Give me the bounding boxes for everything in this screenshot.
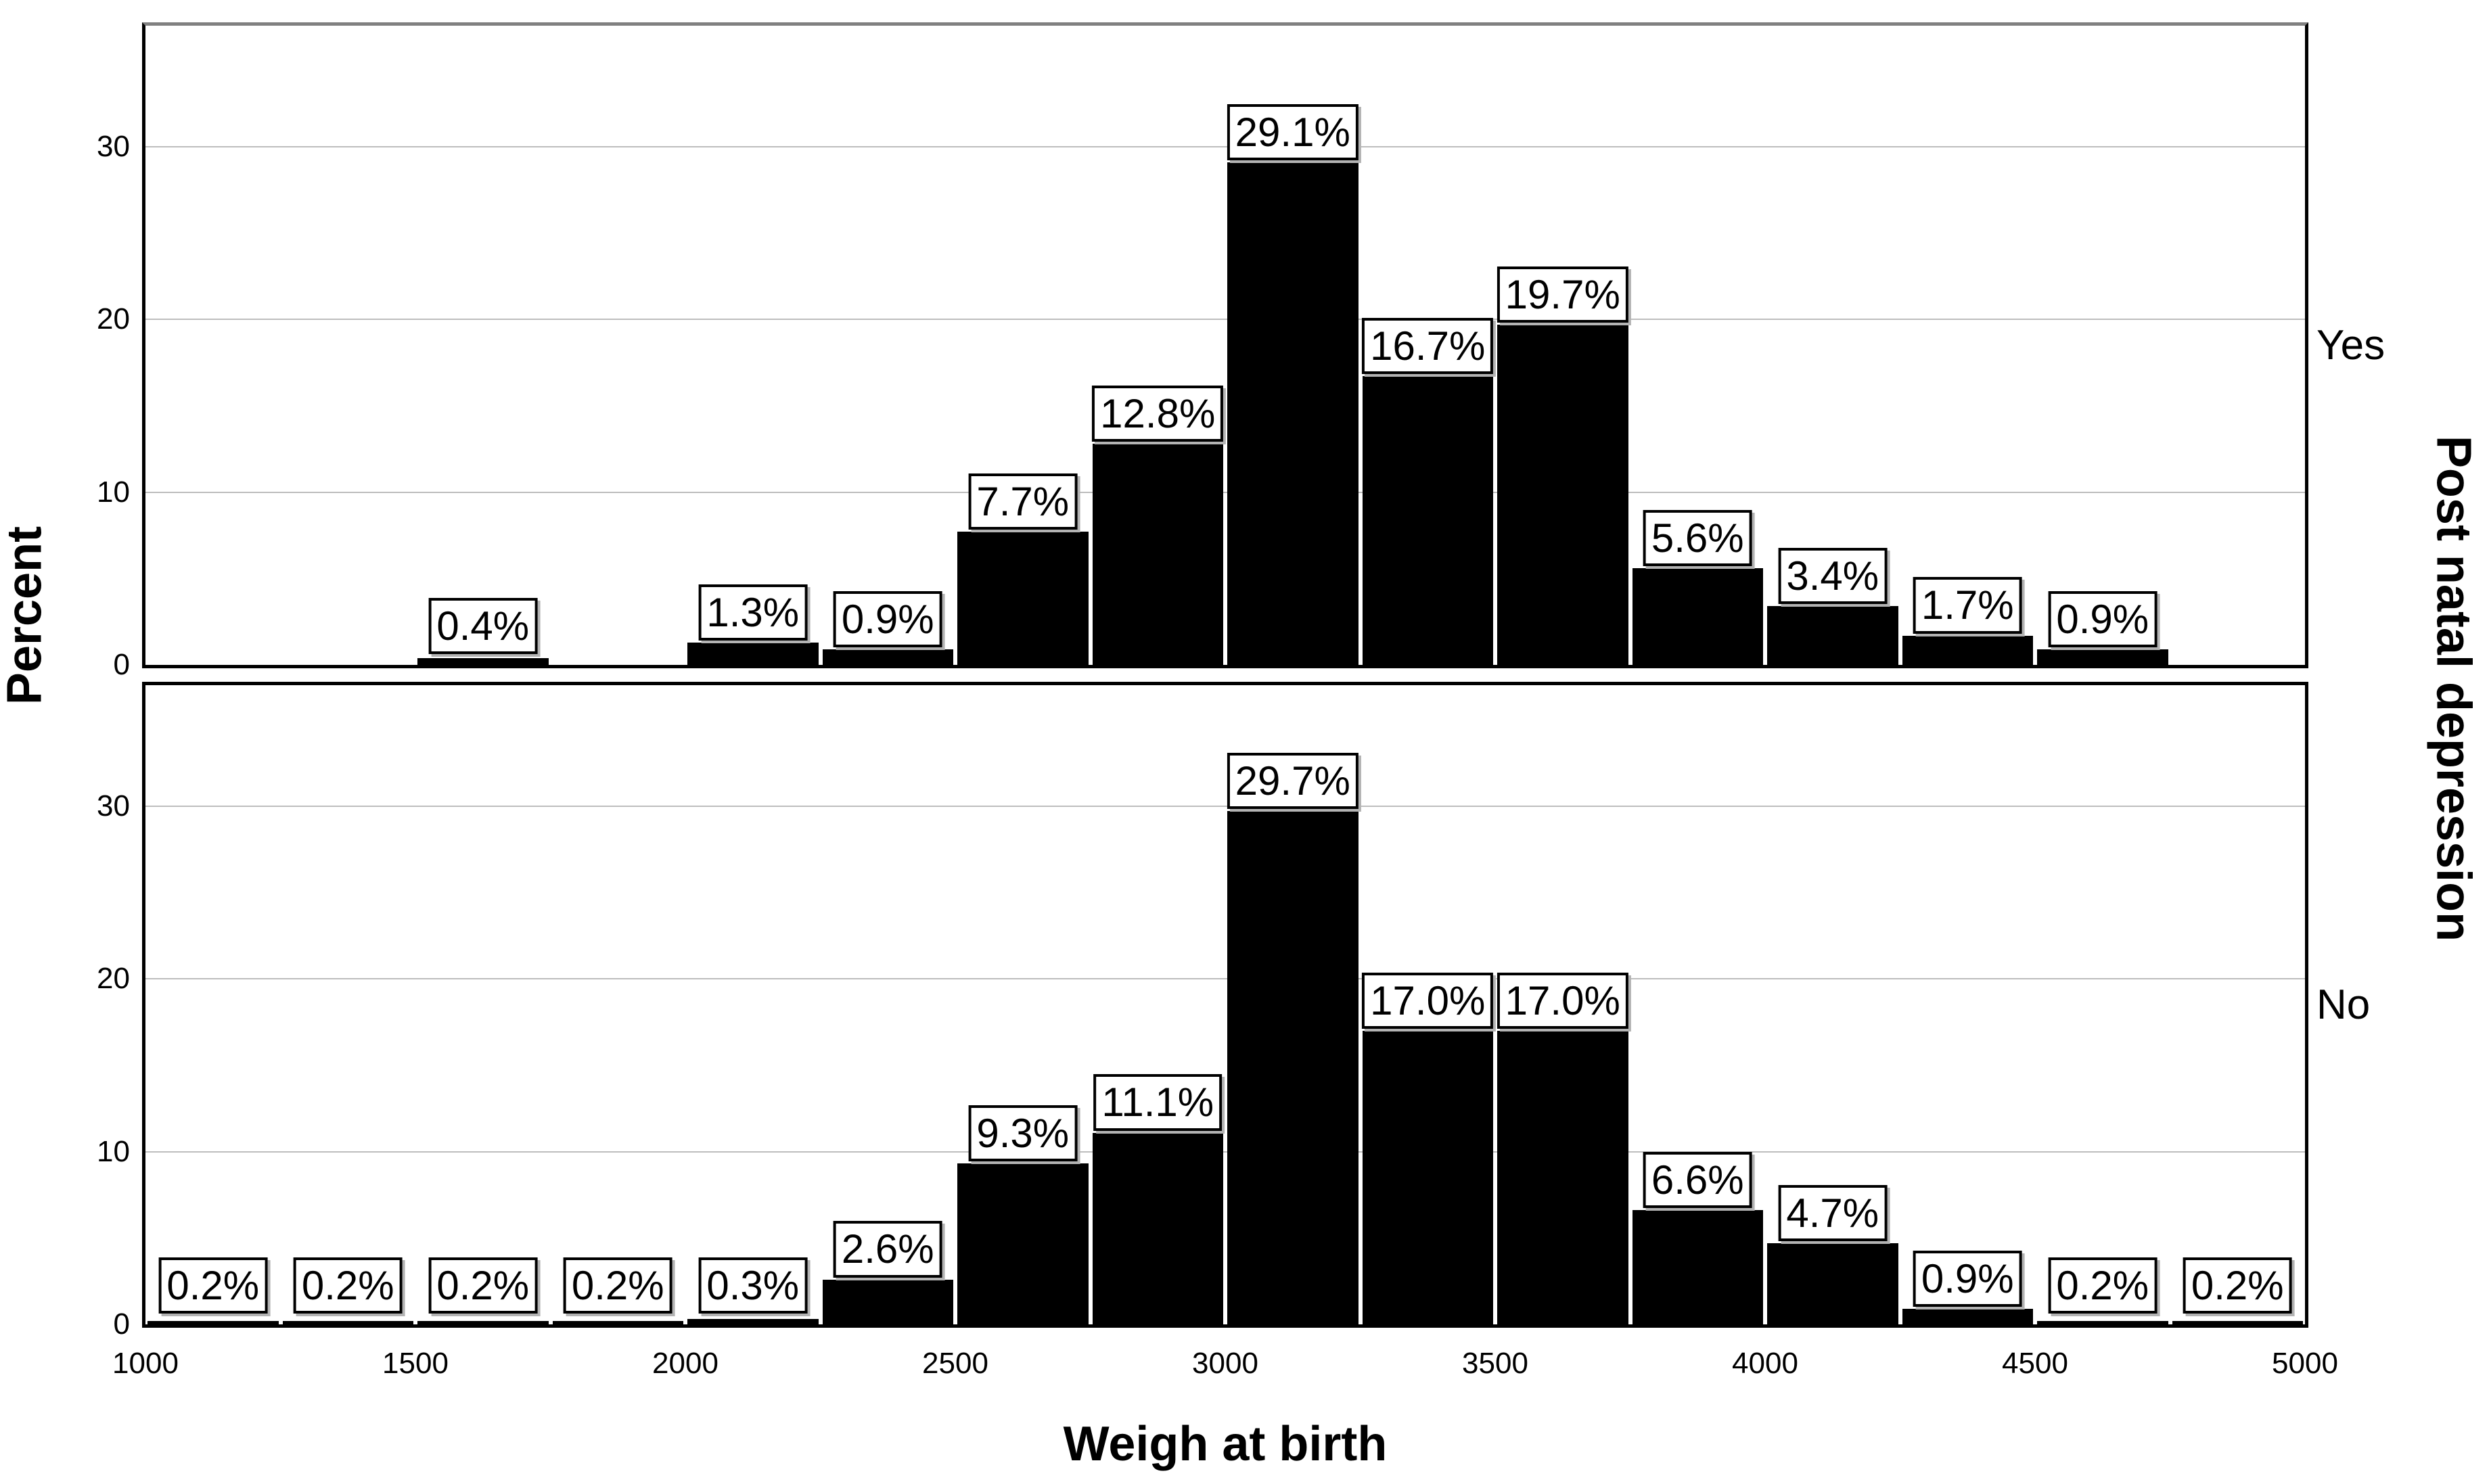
bar-value-label: 3.4%	[1778, 547, 1888, 605]
bar-value-label: 0.9%	[1913, 1250, 2022, 1307]
bar-value-label: 4.7%	[1778, 1184, 1888, 1241]
bar-value-label: 16.7%	[1362, 318, 1494, 375]
gridline-20	[145, 978, 2305, 980]
histogram-bar	[1902, 635, 2033, 665]
histogram-bar	[1092, 1132, 1223, 1324]
histogram-bar	[1092, 444, 1223, 665]
y-tick-label: 10	[97, 475, 130, 509]
bar-value-label: 6.6%	[1643, 1152, 1752, 1209]
gridline-10	[145, 1151, 2305, 1153]
histogram-bar	[1497, 1030, 1628, 1324]
histogram-bar	[1227, 811, 1358, 1324]
y-tick-label: 30	[97, 789, 130, 822]
histogram-bar	[687, 642, 819, 665]
bar-value-label: 7.7%	[968, 473, 1078, 530]
y-tick-label: 10	[97, 1134, 130, 1168]
x-axis-title: Weigh at birth	[1063, 1417, 1388, 1471]
bar-value-label: 0.2%	[293, 1257, 403, 1314]
histogram-bar	[417, 657, 549, 665]
x-tick-label: 2500	[922, 1347, 988, 1380]
panel-no: 0.2% 0.2% 0.2% 0.2% 0.3% 2.6% 9.3% 11.1% 29.7% 17…	[142, 682, 2308, 1328]
bar-value-label: 0.3%	[698, 1257, 808, 1314]
histogram-bar	[822, 649, 953, 665]
bar-value-label: 2.6%	[833, 1221, 942, 1278]
x-tick-label: 1000	[112, 1347, 179, 1380]
histogram-bar	[687, 1319, 819, 1324]
histogram-bar	[1632, 567, 1763, 665]
y-tick-label: 0	[113, 1307, 130, 1341]
histogram-bar	[282, 1320, 413, 1324]
bar-value-label: 19.7%	[1497, 266, 1628, 323]
histogram-bar	[552, 1320, 683, 1324]
histogram-bar	[1902, 1309, 2033, 1324]
panel-category-label: No	[2316, 981, 2371, 1028]
x-tick-label: 3000	[1192, 1347, 1258, 1380]
histogram-bar	[1497, 324, 1628, 665]
y-tick-label: 30	[97, 129, 130, 163]
bar-value-label: 17.0%	[1362, 972, 1494, 1029]
bar-value-label: 0.9%	[2048, 590, 2157, 648]
bar-value-label: 0.2%	[2048, 1257, 2157, 1314]
histogram-bar	[1362, 376, 1493, 665]
histogram-bar	[1632, 1210, 1763, 1324]
panel-yes: 0.4% 1.3% 0.9% 7.7% 12.8% 29.1% 16.7% 19.7% 5.6%…	[142, 22, 2308, 668]
bar-value-label: 9.3%	[968, 1105, 1078, 1162]
histogram-bar	[2172, 1320, 2303, 1324]
y-tick-label: 0	[113, 648, 130, 681]
bar-value-label: 11.1%	[1093, 1074, 1223, 1131]
bar-value-label: 0.2%	[2183, 1257, 2292, 1314]
bar-value-label: 12.8%	[1092, 385, 1224, 442]
x-tick-label: 3500	[1462, 1347, 1528, 1380]
bar-value-label: 0.4%	[428, 597, 538, 654]
bar-value-label: 0.2%	[563, 1257, 672, 1314]
histogram-bar	[1227, 162, 1358, 665]
panel-variable-title: Post natal depression	[2426, 435, 2481, 942]
x-tick-label: 2000	[652, 1347, 718, 1380]
gridline-30	[145, 145, 2305, 147]
bar-value-label: 17.0%	[1497, 972, 1628, 1029]
bar-value-label: 1.7%	[1913, 577, 2022, 634]
bar-value-label: 29.1%	[1227, 103, 1358, 160]
panel-category-label: Yes	[2316, 321, 2385, 369]
histogram-bar	[957, 532, 1089, 665]
bar-value-label: 29.7%	[1227, 753, 1358, 810]
y-tick-label: 20	[97, 302, 130, 336]
x-tick-label: 4500	[2002, 1347, 2068, 1380]
bar-value-label: 5.6%	[1643, 509, 1752, 566]
x-tick-label: 4000	[1732, 1347, 1798, 1380]
histogram-bar	[417, 1320, 549, 1324]
histogram-bar	[1767, 1243, 1898, 1324]
gridline-20	[145, 319, 2305, 321]
gridline-30	[145, 805, 2305, 807]
bar-value-label: 0.2%	[428, 1257, 538, 1314]
histogram-bar	[2037, 649, 2168, 665]
gridline-10	[145, 491, 2305, 493]
x-tick-label: 5000	[2272, 1347, 2338, 1380]
bar-value-label: 1.3%	[698, 584, 808, 641]
histogram-bar	[2037, 1320, 2168, 1324]
histogram-bar	[147, 1320, 279, 1324]
histogram-bar	[1767, 606, 1898, 665]
bar-value-label: 0.9%	[833, 590, 942, 648]
x-tick-label: 1500	[382, 1347, 449, 1380]
histogram-bar	[957, 1163, 1089, 1324]
histogram-bar	[822, 1279, 953, 1324]
bar-value-label: 0.2%	[158, 1257, 268, 1314]
y-tick-label: 20	[97, 962, 130, 996]
histogram-bar	[1362, 1030, 1493, 1324]
